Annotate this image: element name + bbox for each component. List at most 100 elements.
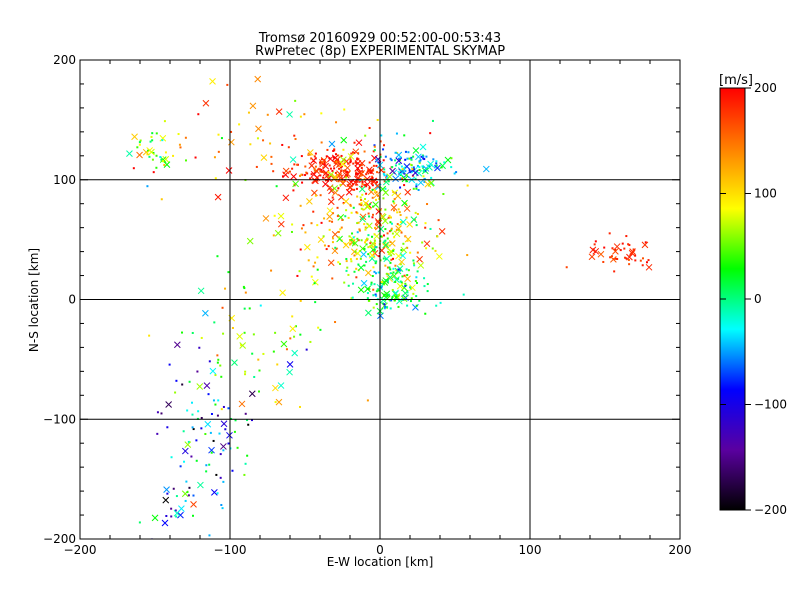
scatter-point (374, 272, 377, 275)
scatter-point (300, 155, 303, 158)
scatter-point (369, 171, 372, 174)
scatter-point (405, 173, 408, 176)
scatter-cross (228, 138, 235, 146)
scatter-point (386, 266, 389, 269)
scatter-point (386, 232, 389, 235)
scatter-point (360, 167, 363, 170)
scatter-point (337, 179, 340, 182)
scatter-point (339, 183, 342, 186)
scatter-point (214, 403, 217, 406)
scatter-point (220, 137, 223, 140)
scatter-point (304, 165, 307, 168)
scatter-point (313, 168, 316, 171)
scatter-point (412, 187, 415, 190)
scatter-point (316, 179, 319, 182)
scatter-point (393, 236, 396, 239)
scatter-cross (382, 241, 390, 249)
scatter-point (293, 134, 296, 137)
scatter-point (394, 164, 397, 167)
scatter-point (352, 282, 355, 285)
scatter-point (186, 491, 189, 494)
scatter-point (356, 231, 359, 234)
scatter-point (625, 235, 628, 238)
y-tick-label: 100 (53, 173, 76, 187)
scatter-point (370, 281, 373, 284)
scatter-point (343, 281, 346, 284)
scatter-point (294, 99, 297, 102)
scatter-point (299, 115, 302, 118)
scatter-point (403, 167, 406, 170)
scatter-point (397, 228, 400, 231)
scatter-point (374, 242, 377, 245)
scatter-cross (588, 253, 596, 261)
scatter-point (166, 426, 169, 429)
scatter-point (409, 163, 412, 166)
scatter-point (291, 315, 294, 318)
scatter-point (383, 174, 386, 177)
scatter-point (290, 230, 293, 233)
scatter-point (281, 143, 284, 146)
scatter-point (244, 412, 247, 415)
scatter-point (312, 210, 315, 213)
axes: −200 −100 0 100 200 −200 −100 0 100 200 (43, 53, 691, 557)
scatter-point (387, 293, 390, 296)
y-axis-label: N-S location [km] (27, 248, 41, 352)
scatter-point (336, 215, 339, 218)
scatter-point (416, 282, 419, 285)
scatter-point (375, 290, 378, 293)
scatter-point (369, 203, 372, 206)
scatter-point (322, 166, 325, 169)
scatter-point (419, 159, 422, 162)
scatter-point (262, 352, 265, 355)
scatter-point (217, 358, 220, 361)
scatter-point (217, 399, 220, 402)
scatter-cross (381, 217, 389, 225)
scatter-point (351, 232, 354, 235)
scatter-point (195, 439, 198, 442)
scatter-cross (238, 400, 246, 408)
scatter-point (399, 263, 402, 266)
scatter-cross (364, 285, 371, 293)
scatter-cross (162, 496, 170, 504)
scatter-point (361, 181, 364, 184)
scatter-point (392, 257, 395, 260)
scatter-point (274, 401, 277, 404)
scatter-cross (331, 230, 339, 238)
scatter-point (442, 193, 445, 196)
scatter-point (306, 172, 309, 175)
scatter-cross (220, 443, 227, 450)
scatter-cross (163, 161, 171, 168)
scatter-point (371, 275, 374, 278)
scatter-point (430, 176, 433, 179)
scatter-point (151, 158, 154, 161)
scatter-point (327, 179, 330, 182)
scatter-point (244, 291, 247, 294)
scatter-point (357, 239, 360, 242)
scatter-point (387, 250, 390, 253)
scatter-point (303, 113, 306, 116)
scatter-point (435, 162, 438, 165)
scatter-cross (401, 199, 408, 207)
scatter-cross (196, 383, 204, 390)
scatter-point (424, 226, 427, 229)
scatter-point (340, 226, 343, 229)
scatter-point (378, 255, 381, 258)
scatter-point (353, 188, 356, 191)
scatter-point (246, 419, 249, 422)
scatter-point (188, 486, 191, 489)
scatter-point (632, 248, 635, 251)
scatter-point (435, 160, 438, 163)
scatter-point (373, 226, 376, 229)
scatter-point (355, 180, 358, 183)
scatter-point (424, 312, 427, 315)
scatter-point (369, 242, 372, 245)
scatter-point (425, 247, 428, 250)
scatter-point (341, 179, 344, 182)
scatter-point (258, 369, 261, 372)
scatter-point (177, 133, 180, 136)
scatter-point (408, 169, 411, 172)
scatter-cross (373, 232, 381, 240)
scatter-point (299, 299, 302, 302)
scatter-point (160, 158, 163, 161)
scatter-point (345, 257, 348, 260)
